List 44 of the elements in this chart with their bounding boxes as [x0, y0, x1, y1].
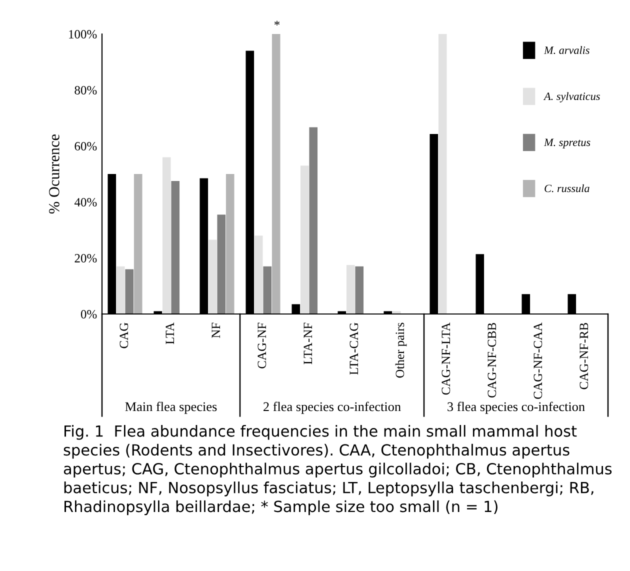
bar [134, 174, 142, 314]
x-tick-label: CAG-NF [258, 322, 266, 368]
text: 2 flea species co-infection [264, 402, 401, 414]
y-tick-label: 40% [74, 198, 97, 206]
legend-label: C. russula [544, 184, 590, 192]
bar [125, 269, 134, 314]
y-tick-label: 20% [74, 254, 97, 262]
x-tick-label: LTA [166, 322, 174, 344]
bar [116, 266, 125, 314]
bar [355, 266, 364, 314]
text: * [274, 20, 280, 26]
bar [162, 157, 171, 314]
y-tick-label: 60% [74, 142, 97, 150]
legend-label: A. sylvaticus [543, 92, 600, 102]
y-tick-label: 0% [80, 310, 97, 318]
text: Main flea species [125, 402, 217, 414]
x-tick-label: NF [212, 322, 220, 338]
bar [300, 166, 309, 314]
x-tick-label: CAG-NF-CBB [488, 322, 496, 398]
bar [254, 236, 263, 314]
bar [392, 311, 401, 314]
bar [346, 265, 355, 314]
bar [438, 34, 447, 314]
x-tick-label: CAG [120, 322, 128, 348]
text: 3 flea species co-infection [448, 402, 585, 414]
caption: Fig. 1 Flea abundance frequencies in the main small mammal host species (Rodents and Insectivores). CAA, Ctenophthalmus apertus apertus; CAG, Ctenophthalmus apertus gilcolladoi; CB, Ctenophthalmus baeticus; NF, Nosopsyllus fasciatus; LT, Leptopsylla taschenbergi; RB, Rhadinopsylla beillardae; * Sample size too small (n = 1) [64, 425, 612, 516]
x-tick-label: LTA-CAG [350, 322, 358, 375]
y-tick-label: 80% [74, 86, 97, 94]
x-tick-label: CAG-NF-RB [580, 322, 588, 390]
x-tick-label: CAG-NF-CAA [534, 322, 542, 399]
legend-label: M. arvalis [544, 46, 590, 54]
y-tick-label: 100% [69, 30, 97, 38]
y-axis-title: % Ocurrence [49, 134, 60, 214]
bar [263, 266, 272, 314]
x-tick-label: Other pairs [395, 322, 407, 378]
bar [208, 240, 217, 314]
x-tick-label: LTA-NF [304, 322, 312, 364]
bar [226, 174, 234, 314]
legend-label: M. spretus [544, 138, 590, 148]
bar [309, 127, 318, 314]
bar [217, 214, 226, 314]
bar [171, 181, 180, 314]
x-tick-label: CAG-NF-LTA [442, 322, 450, 395]
bar [272, 34, 280, 314]
